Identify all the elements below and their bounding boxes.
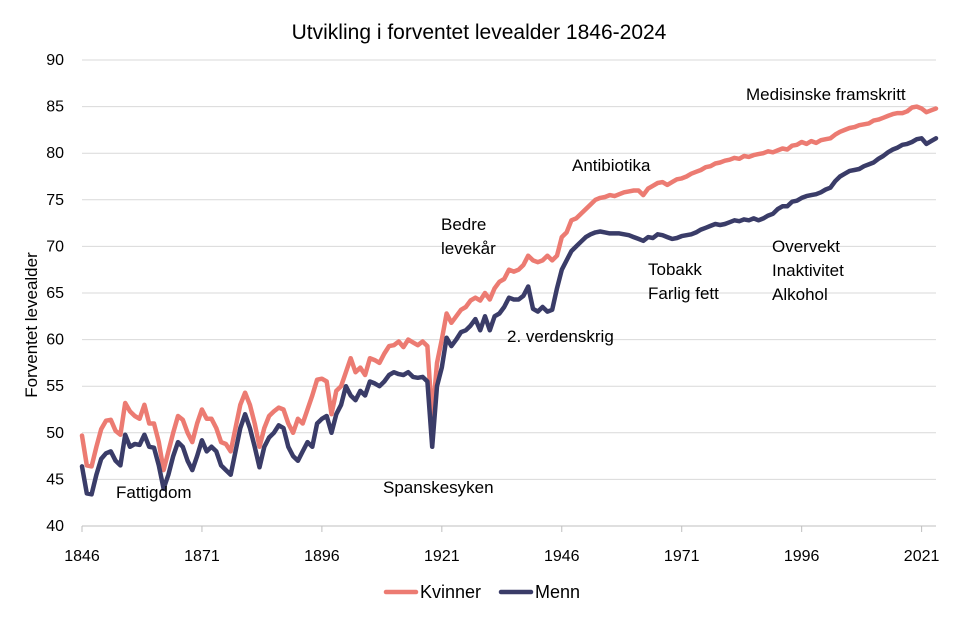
series-line-kvinner	[79, 104, 939, 473]
y-tick-label: 65	[46, 285, 64, 302]
series-line-menn	[79, 136, 939, 497]
y-tick-label: 75	[46, 192, 64, 209]
x-tick-label: 2021	[904, 548, 940, 565]
y-tick-label: 55	[46, 378, 64, 395]
x-tick-label: 1896	[304, 548, 340, 565]
y-axis-ticks: 40 45 50 55 60 65 70 75 80 85 90	[46, 52, 64, 535]
legend-label-kvinner: Kvinner	[420, 582, 481, 602]
annotation-antibiotika: Antibiotika	[572, 156, 651, 175]
annotation-fattigdom: Fattigdom	[116, 483, 192, 502]
gridlines	[82, 59, 936, 480]
annotation-tobakk: Tobakk	[648, 260, 702, 279]
annotations: Fattigdom Spanskesyken Bedre levekår 2. verd…	[116, 85, 906, 502]
annotation-tobakk: Farlig fett	[648, 284, 719, 303]
y-tick-label: 40	[46, 518, 64, 535]
y-tick-label: 90	[46, 52, 64, 69]
y-tick-label: 70	[46, 238, 64, 255]
y-tick-label: 85	[46, 99, 64, 116]
y-axis-label: Forventet levealder	[22, 252, 41, 398]
y-tick-label: 80	[46, 145, 64, 162]
x-tick-label: 1921	[424, 548, 460, 565]
annotation-bedre-levekar: Bedre	[441, 215, 486, 234]
y-tick-label: 45	[46, 471, 64, 488]
y-tick-label: 60	[46, 332, 64, 349]
annotation-spanskesyken: Spanskesyken	[383, 478, 494, 497]
annotation-livsstil: Alkohol	[772, 285, 828, 304]
x-tick-label: 1946	[544, 548, 580, 565]
x-tick-label: 1996	[784, 548, 820, 565]
series-lines	[79, 104, 939, 497]
x-tick-label: 1971	[664, 548, 700, 565]
x-tick-label: 1871	[184, 548, 220, 565]
annotation-medisinske: Medisinske framskritt	[746, 85, 906, 104]
x-axis-ticks: 1846 1871 1896 1921 1946 1971 1996 2021	[64, 526, 940, 565]
chart-title: Utvikling i forventet levealder 1846-202…	[292, 21, 667, 44]
annotation-verdenskrig: 2. verdenskrig	[507, 327, 614, 346]
x-tick-label: 1846	[64, 548, 100, 565]
legend: Kvinner Menn	[383, 582, 580, 602]
legend-label-menn: Menn	[535, 582, 580, 602]
annotation-bedre-levekar: levekår	[441, 239, 496, 258]
annotation-livsstil: Inaktivitet	[772, 261, 844, 280]
y-tick-label: 50	[46, 425, 64, 442]
annotation-livsstil: Overvekt	[772, 237, 840, 256]
